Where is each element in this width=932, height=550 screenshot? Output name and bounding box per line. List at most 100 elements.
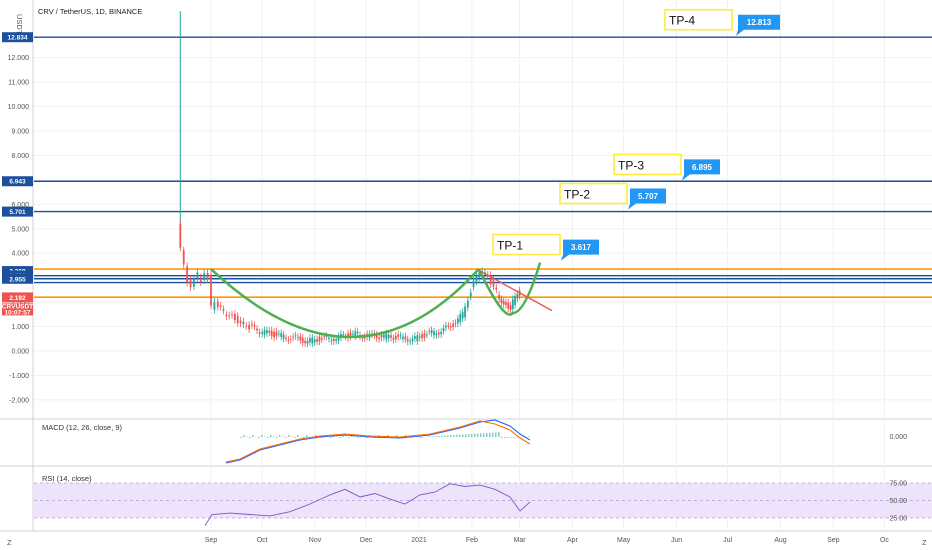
candle-body: [233, 313, 236, 321]
candle-body: [222, 309, 225, 311]
price-tick-label: -1.000: [9, 373, 29, 380]
macd-histogram-bar: [420, 437, 422, 438]
candle-body: [507, 302, 510, 309]
candle-body: [216, 301, 219, 307]
macd-histogram-bar: [387, 435, 389, 437]
macd-histogram-bar: [492, 432, 494, 437]
cup-and-handle[interactable]: [210, 262, 553, 339]
macd-histogram-bar: [483, 433, 485, 437]
price-tick-label: 8.000: [11, 153, 29, 160]
take-profit-targets[interactable]: TP-1 3.617 TP-2 5.707 TP-3 6.895 TP-4 12.813: [492, 8, 780, 261]
price-axis[interactable]: -2.000-1.0000.0001.0002.0003.0004.0005.0…: [8, 55, 30, 404]
macd-histogram-bar: [489, 432, 491, 437]
macd-histogram-bar: [273, 436, 275, 437]
tp-callout[interactable]: [682, 159, 720, 181]
time-axis[interactable]: Sep Oct Nov Dec 2021 Feb Mar Apr May Jun Jul Aug Sep…: [205, 537, 890, 544]
macd-histogram-bar: [285, 437, 287, 438]
macd-label: MACD (12, 26, close, 9): [42, 423, 123, 432]
candle-body: [294, 335, 297, 337]
candle-body: [445, 325, 447, 328]
tp-box[interactable]: [613, 153, 682, 176]
macd-histogram-bar: [441, 435, 443, 437]
candle-body: [306, 341, 309, 344]
trend-line[interactable]: [478, 269, 553, 312]
macd-histogram-bar: [300, 436, 302, 437]
tp-label: TP-4: [669, 14, 695, 28]
price-badge-text: 5.701: [9, 209, 26, 216]
tp-label: TP-3: [618, 158, 644, 172]
handle-curve[interactable]: [477, 262, 542, 316]
macd-histogram-bar: [279, 435, 281, 437]
scale-toggle-left[interactable]: Z: [7, 538, 12, 547]
candle-body: [475, 276, 478, 282]
time-tick-label: Feb: [466, 537, 478, 544]
macd-histogram-bar: [504, 437, 506, 438]
candle-body: [318, 336, 321, 342]
candle-body: [390, 335, 392, 338]
macd-histogram-bar: [480, 433, 482, 437]
candle-body: [378, 337, 381, 340]
macd-histogram-bar: [258, 437, 260, 438]
candle-body: [316, 339, 318, 342]
candle-body: [304, 341, 307, 344]
tp-box[interactable]: [664, 8, 733, 31]
macd-histogram-bar: [528, 436, 530, 438]
candle-body: [442, 328, 445, 332]
macd-histogram-bar: [462, 434, 464, 437]
candle-body: [382, 334, 385, 338]
candle-body: [399, 335, 402, 337]
candle-body: [454, 322, 457, 324]
macd-histogram-bar: [240, 437, 242, 438]
candle-body: [452, 323, 455, 327]
time-tick-label: 2021: [411, 537, 427, 544]
tp-box[interactable]: [492, 233, 561, 256]
candle-body: [492, 280, 495, 287]
candle-body: [433, 331, 435, 336]
scale-toggle-right[interactable]: Z: [922, 538, 927, 547]
macd-line: [225, 419, 531, 464]
candle-body: [239, 320, 242, 324]
macd-histogram-bar: [261, 435, 263, 437]
candle-body: [266, 330, 268, 334]
time-tick-label: Oct: [257, 537, 268, 544]
candle-body: [500, 299, 503, 303]
chart-title: CRV / TetherUS, 1D, BINANCE: [38, 7, 142, 16]
macd-histogram-bar: [498, 432, 500, 437]
candle-body: [311, 337, 314, 344]
macd-tick: 0.000: [889, 434, 907, 441]
macd-histogram-bar: [264, 436, 266, 437]
macd-histogram-bar: [477, 433, 479, 437]
candle-body: [447, 325, 450, 327]
candle-body: [277, 333, 280, 335]
time-tick-label: May: [617, 537, 631, 544]
signal-line: [225, 420, 531, 463]
macd-histogram-bar: [450, 435, 452, 437]
macd-histogram-bar: [282, 436, 284, 437]
cup-curve[interactable]: [210, 268, 480, 339]
time-tick-label: Oc: [880, 537, 889, 544]
price-tick-label: 11.000: [8, 80, 29, 87]
tp-callout[interactable]: [561, 239, 599, 261]
price-tick-label: 9.000: [11, 128, 29, 135]
tp-callout[interactable]: [736, 14, 780, 36]
candle-body: [313, 339, 316, 343]
candle-body: [472, 280, 475, 287]
candle-body: [394, 335, 397, 340]
tp-callout[interactable]: [628, 188, 666, 210]
candle-body: [193, 278, 195, 287]
price-badge-text: 2.192: [9, 295, 26, 302]
candle-body: [231, 314, 233, 316]
candle-body: [437, 332, 440, 335]
candle-body: [356, 331, 359, 334]
macd-histogram-bar: [246, 436, 248, 437]
candle-body: [505, 302, 507, 306]
candle-body: [385, 333, 388, 340]
time-tick-label: Aug: [774, 537, 787, 544]
tp-box[interactable]: [559, 182, 628, 205]
macd-histogram-bar: [501, 437, 503, 439]
currency-label: USDT: [15, 14, 24, 35]
symbol-badge: [2, 303, 33, 316]
candle-body: [292, 336, 295, 338]
candle-body: [456, 318, 459, 324]
